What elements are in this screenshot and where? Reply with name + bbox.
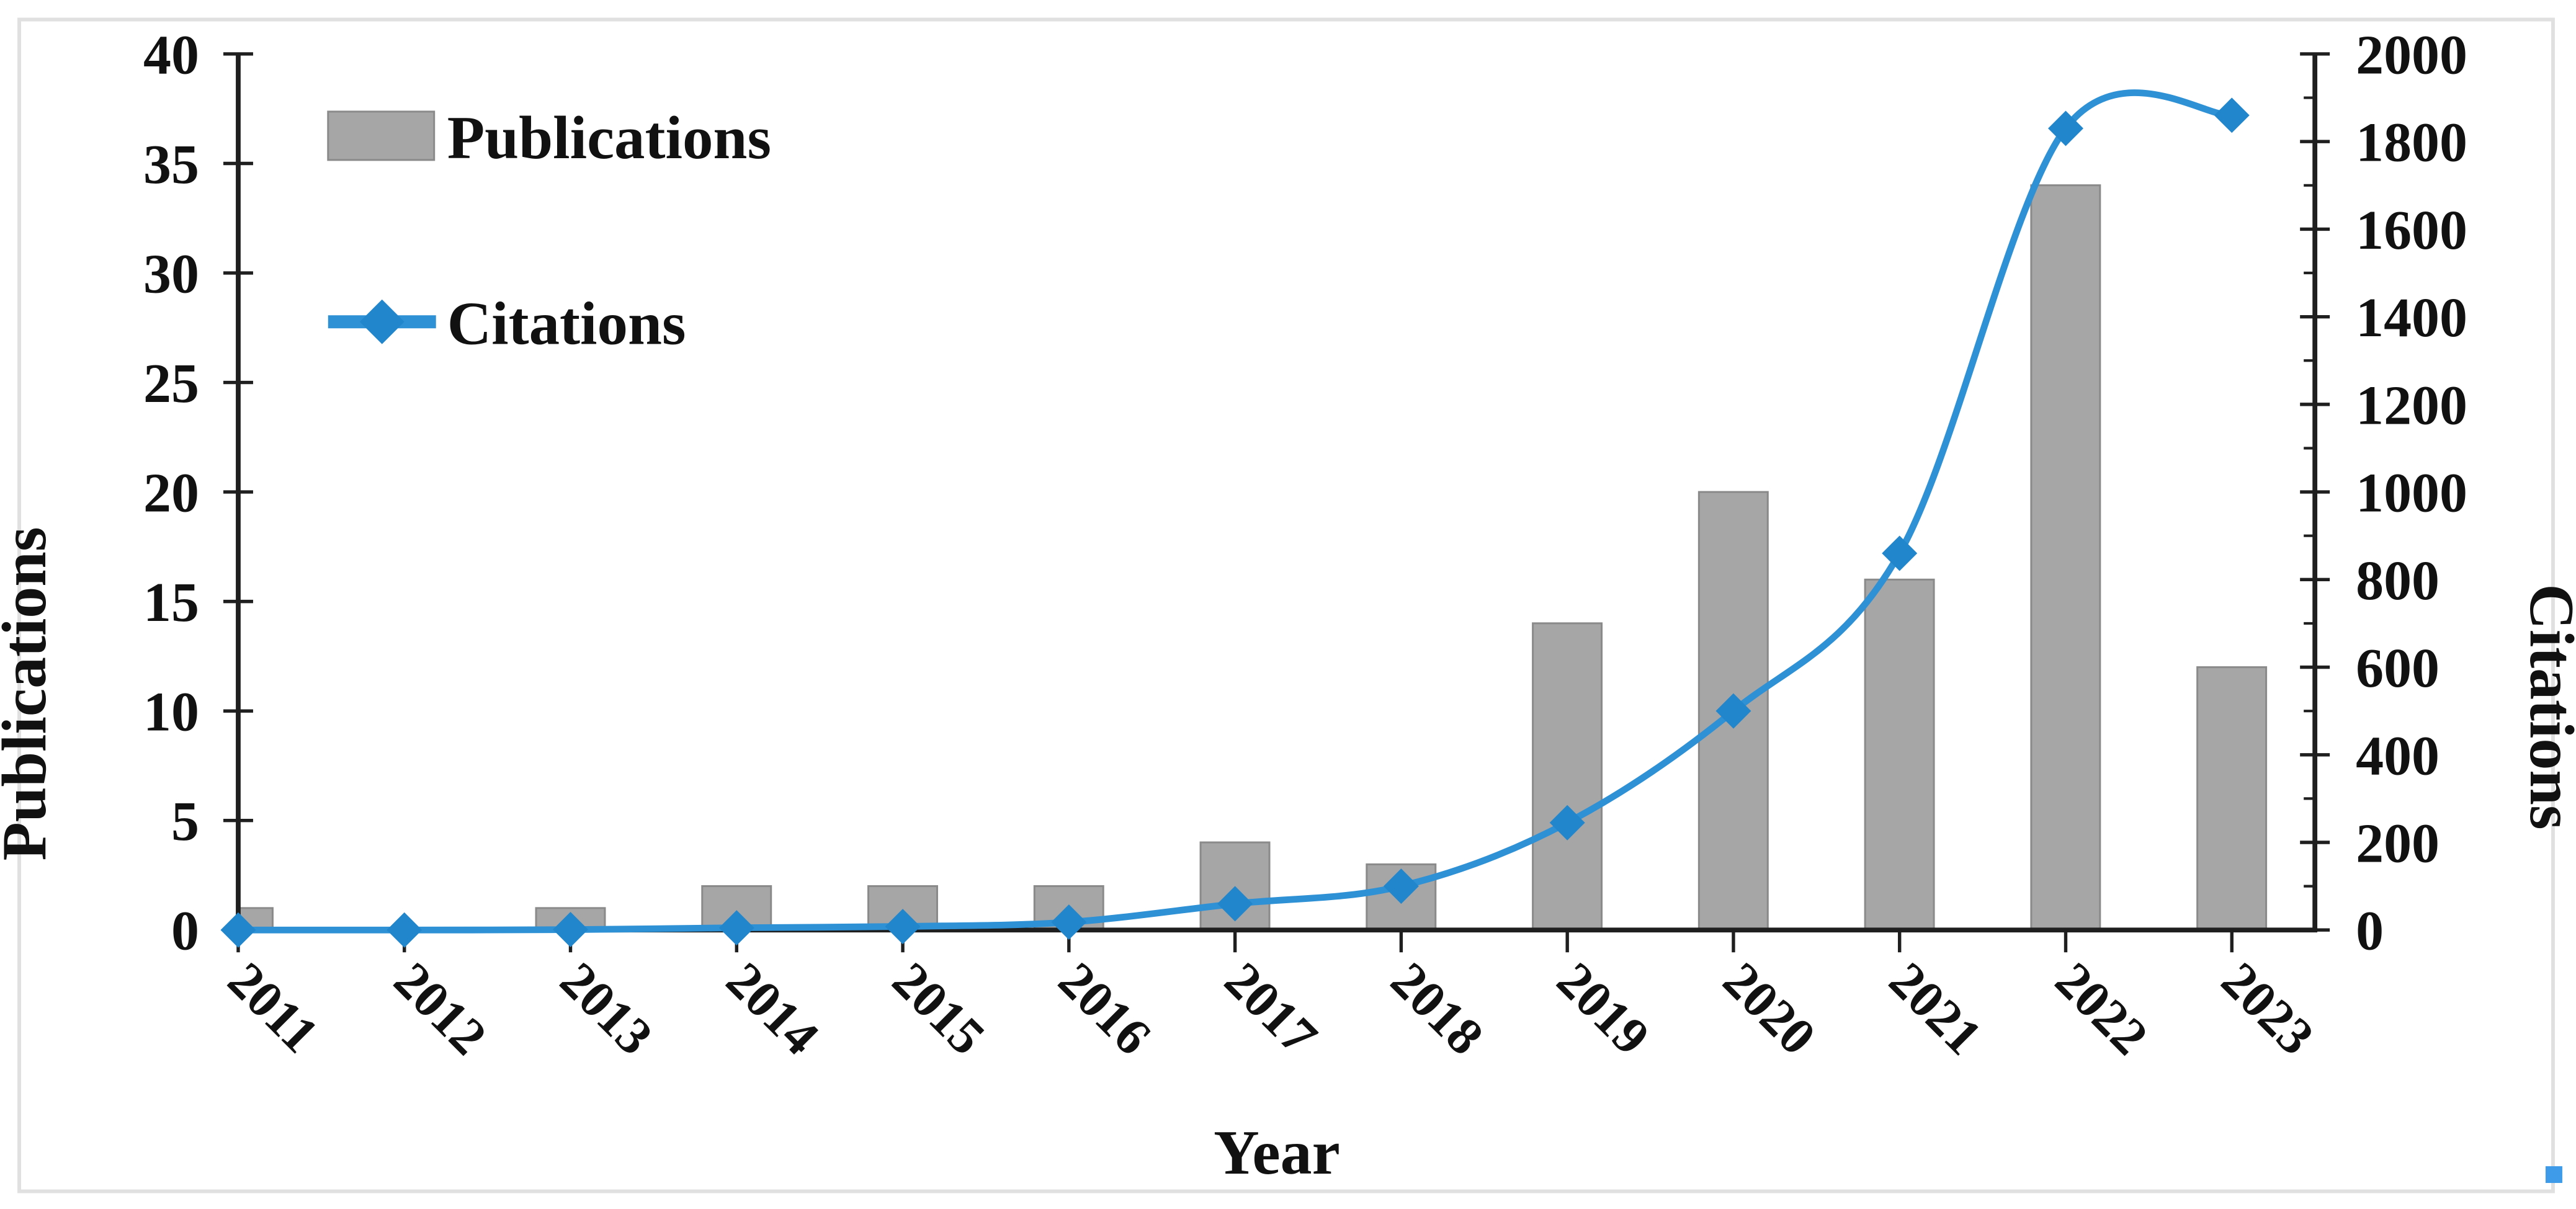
- right-axis-tick-label: 1800: [2356, 112, 2467, 174]
- legend-publications-swatch: [327, 110, 436, 161]
- right-axis-tick-label: 0: [2356, 901, 2384, 962]
- right-axis-tick-label: 1200: [2356, 375, 2467, 436]
- axes-group: 0510152025303540020040060080010001200140…: [143, 24, 2467, 1066]
- x-axis-title: Year: [1214, 1118, 1340, 1188]
- citations-marker-2022: [2048, 110, 2083, 146]
- left-axis-tick-label: 30: [143, 244, 199, 305]
- right-axis-tick-label: 1400: [2356, 287, 2467, 349]
- right-axis-tick-label: 1600: [2356, 200, 2467, 261]
- right-axis-tick-label: 800: [2356, 550, 2440, 612]
- citations-marker-2015: [885, 909, 921, 945]
- legend: Publications Citations: [327, 104, 771, 358]
- bar-2023: [2196, 666, 2268, 931]
- image-resize-handle[interactable]: [2545, 1166, 2562, 1184]
- left-axis-tick-label: 10: [143, 682, 199, 743]
- left-axis-tick-label: 15: [143, 572, 199, 633]
- right-axis-tick-label: 400: [2356, 725, 2440, 787]
- citations-marker-2018: [1383, 868, 1419, 904]
- right-axis-tick-label: 600: [2356, 638, 2440, 699]
- left-axis-tick-label: 40: [143, 24, 199, 86]
- bar-2021: [1864, 578, 1935, 931]
- legend-publications-label: Publications: [447, 104, 771, 172]
- right-axis-title: Citations: [2516, 584, 2576, 829]
- legend-citations-diamond-icon: [359, 299, 405, 344]
- right-axis-tick-label: 2000: [2356, 24, 2467, 86]
- left-axis-tick-label: 5: [171, 791, 199, 852]
- right-axis-tick-label: 200: [2356, 813, 2440, 874]
- citations-marker-2023: [2214, 97, 2250, 133]
- left-axis-tick-label: 0: [171, 901, 199, 962]
- left-axis-title: Publications: [0, 527, 60, 860]
- left-axis-tick-label: 25: [143, 353, 199, 414]
- bar-2019: [1532, 622, 1603, 931]
- citations-marker-2016: [1051, 904, 1087, 940]
- bar-2022: [2030, 184, 2101, 931]
- left-axis-tick-label: 35: [143, 134, 199, 195]
- left-axis-tick-label: 20: [143, 463, 199, 524]
- citations-line: [235, 89, 2235, 934]
- right-axis-tick-label: 1000: [2356, 463, 2467, 524]
- citations-marker-2021: [1882, 535, 1918, 571]
- legend-citations-label: Citations: [447, 290, 686, 358]
- figure-frame: [17, 17, 2555, 1193]
